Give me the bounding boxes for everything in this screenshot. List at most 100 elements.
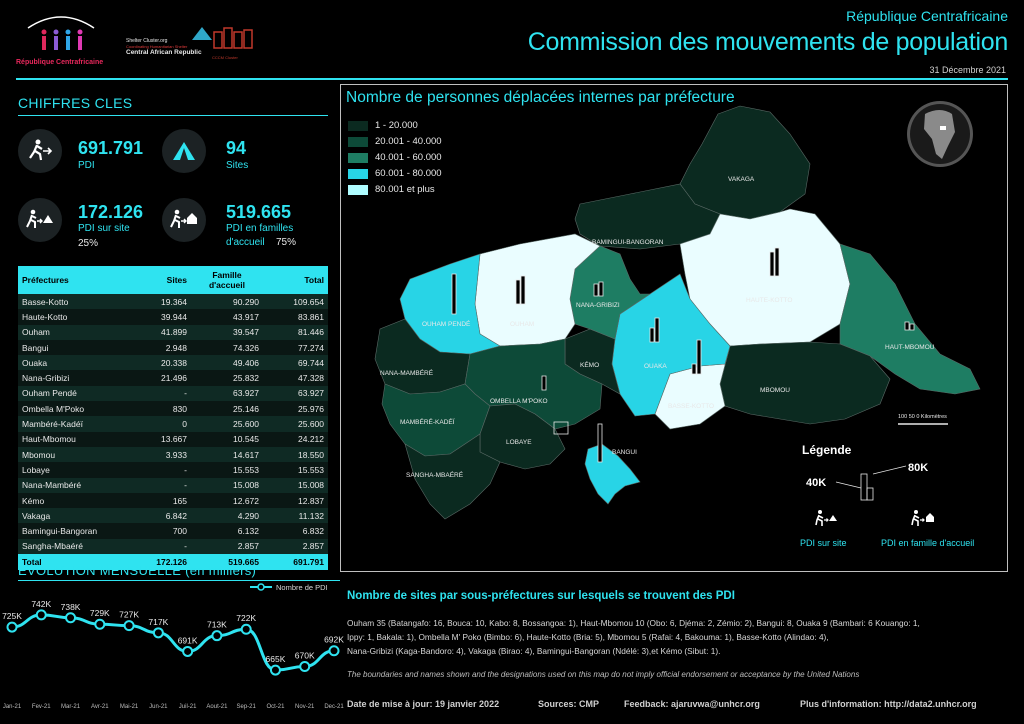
cell-prefecture: Sangha-Mbaéré (18, 538, 126, 555)
footer-info[interactable]: Plus d'information: http://data2.unhcr.o… (800, 699, 977, 709)
sites-value: 94 (226, 138, 247, 158)
page-title: Commission des mouvements de population (527, 28, 1009, 56)
onsite-value: 172.126 (78, 202, 144, 222)
data-label: 717K (148, 617, 168, 627)
cell-total: 18.550 (263, 446, 328, 463)
total-total: 691.791 (263, 554, 328, 571)
footer-feedback[interactable]: Feedback: ajaruvwa@unhcr.org (624, 699, 760, 709)
legend-swatch (348, 169, 368, 179)
cell-famille: 25.600 (191, 416, 263, 432)
evolution-chart: Nombre de PDI 725K Jan-21 742K Fev-21 738K Mar… (2, 583, 344, 710)
table-row: Haute-Kotto 39.944 43.917 83.861 (18, 309, 328, 325)
legend-pdi-site-icon (815, 510, 837, 526)
data-point (211, 630, 223, 642)
map-bar-symbols (451, 247, 915, 463)
data-label: 725K (2, 611, 22, 621)
cell-sites: - (126, 477, 191, 493)
header-divider (16, 78, 1008, 80)
legend-site-label: PDI sur site (800, 538, 847, 548)
bar-ouham-pende-host (451, 273, 457, 315)
table-row: Mbomou 3.933 14.617 18.550 (18, 446, 328, 463)
table-row: Basse-Kotto 19.364 90.290 109.654 (18, 294, 328, 310)
data-label: 738K (61, 602, 81, 612)
globe-icon (907, 101, 973, 167)
legend-bar-80k (860, 473, 868, 501)
onsite-circle (18, 198, 62, 242)
bar-nana-gribizi-site (593, 283, 599, 297)
data-point (269, 664, 281, 676)
cell-prefecture: Ombella M'Poko (18, 401, 126, 417)
sites-circle (162, 129, 206, 173)
kpi-section-title: CHIFFRES CLES (18, 95, 133, 111)
data-point (65, 612, 77, 624)
cell-prefecture: Vakaga (18, 508, 126, 524)
logo-mid-sub: Coordinating Humanitarian Shelter (126, 44, 188, 49)
legend-title: Légende (802, 443, 852, 457)
x-tick-label: Mar-21 (61, 704, 81, 710)
bar-basse-kotto-host (696, 339, 702, 375)
cell-prefecture: Lobaye (18, 462, 126, 478)
sites-label: Sites (226, 160, 249, 171)
prefecture-sangha-mbaere (404, 433, 501, 520)
pdi-value: 691.791 (78, 138, 144, 158)
table-row: Bamingui-Bangoran 700 6.132 6.832 (18, 523, 328, 539)
cell-prefecture: Basse-Kotto (18, 294, 126, 310)
sites-line-2: Ippy: 1, Bakala: 1), Ombella M' Poko (Bi… (347, 632, 829, 642)
label-mambere-kadei: MAMBÉRÉ-KADÉÏ (400, 417, 455, 426)
table-row: Nana-Gribizi 21.496 25.832 47.328 (18, 370, 328, 386)
cell-total: 12.837 (263, 492, 328, 509)
cell-total: 15.008 (263, 477, 328, 493)
label-lobaye: LOBAYE (506, 439, 532, 446)
cell-famille: 49.406 (191, 355, 263, 371)
bar-nana-gribizi-host (598, 281, 604, 297)
prefecture-table: Préfectures Sites Famille d'accueil Tota… (18, 266, 328, 571)
x-tick-label: Sep-21 (237, 704, 257, 710)
series-line (11, 613, 335, 672)
x-tick-label: Jun-21 (149, 704, 168, 710)
table-total-row: Total 172.126 519.665 691.791 (18, 554, 328, 571)
sites-title: Nombre de sites par sous-préfectures sur… (347, 590, 735, 602)
cell-sites: 20.338 (126, 355, 191, 371)
map-title: Nombre de personnes déplacées internes p… (346, 89, 735, 106)
legend-line-40k (835, 481, 862, 489)
cell-prefecture: Nana-Mambéré (18, 477, 126, 493)
cell-famille: 43.917 (191, 309, 263, 325)
cell-famille: 12.672 (191, 492, 263, 509)
legend-swatch (348, 137, 368, 147)
host-label2: d'accueil (226, 237, 265, 248)
bar-haute-kotto-site (769, 251, 775, 277)
kpi-divider (18, 115, 328, 116)
data-label: 692K (324, 635, 344, 645)
cell-sites: 830 (126, 401, 191, 417)
table-row: Ouham Pendé -63.927 63.927 (18, 385, 328, 402)
data-label: 722K (236, 613, 256, 623)
cccm-logo-icon (213, 27, 253, 49)
data-label: 670K (295, 651, 315, 661)
host-value: 519.665 (226, 202, 292, 222)
legend-80k-label: 80K (908, 462, 928, 474)
label-bangui: BANGUI (612, 449, 637, 456)
sites-line-1: Ouham 35 (Batangafo: 16, Bouca: 10, Kabo… (347, 618, 920, 628)
cell-sites: 39.944 (126, 309, 191, 325)
chart-legend-marker (257, 583, 265, 591)
cell-prefecture: Mbomou (18, 446, 126, 463)
cell-total: 11.132 (263, 508, 328, 524)
cell-total: 15.553 (263, 462, 328, 478)
data-point (123, 620, 135, 632)
label-nana-gribizi: NANA-GRIBIZI (576, 302, 620, 309)
logo-right-text: CCCM Cluster (212, 55, 238, 60)
cell-sites: - (126, 385, 191, 402)
data-point (299, 661, 311, 672)
onsite-pct: 25% (78, 238, 99, 249)
header-date: 31 Décembre 2021 (929, 65, 1006, 75)
header-logo-left: République Centrafricaine (16, 10, 106, 66)
pdi-label: PDI (78, 160, 95, 171)
cell-prefecture: Haut-Mbomou (18, 431, 126, 447)
table-row: Vakaga 6.842 4.290 11.132 (18, 508, 328, 524)
cell-famille: 39.547 (191, 324, 263, 340)
cell-total: 109.654 (263, 294, 328, 310)
x-tick-label: Jan-21 (3, 704, 22, 710)
bar-bangui-host (597, 423, 603, 463)
total-famille: 519.665 (191, 554, 263, 571)
header-logo-right: CCCM Cluster (212, 26, 260, 60)
